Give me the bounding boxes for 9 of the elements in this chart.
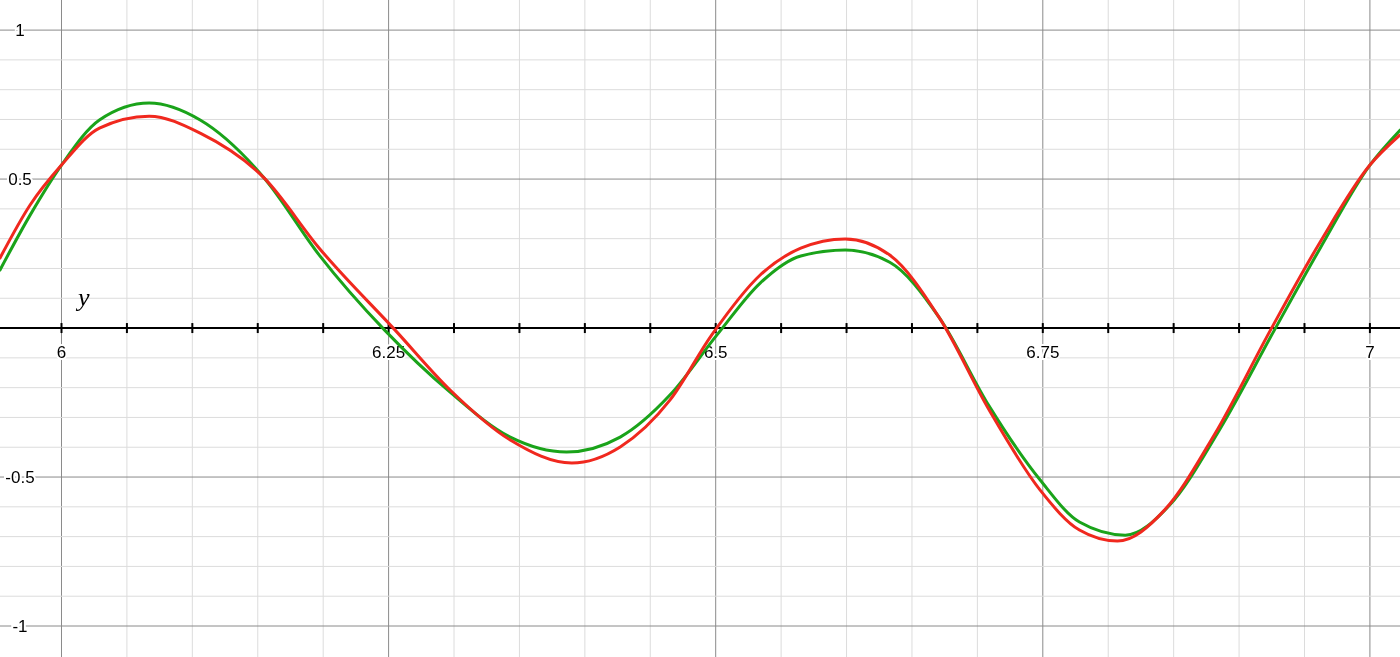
x-tick-label: 6.25 <box>372 343 406 363</box>
x-tick-label: 6 <box>56 343 67 363</box>
y-tick-label: -1 <box>12 616 28 636</box>
y-tick-label: 0.5 <box>8 170 32 190</box>
x-tick-label: 6.75 <box>1026 343 1060 363</box>
x-tick-label: 7 <box>1365 343 1375 363</box>
y-tick-label: 1 <box>15 21 25 41</box>
y-tick-label: -0.5 <box>5 467 35 487</box>
y-axis-title: y <box>75 283 90 313</box>
